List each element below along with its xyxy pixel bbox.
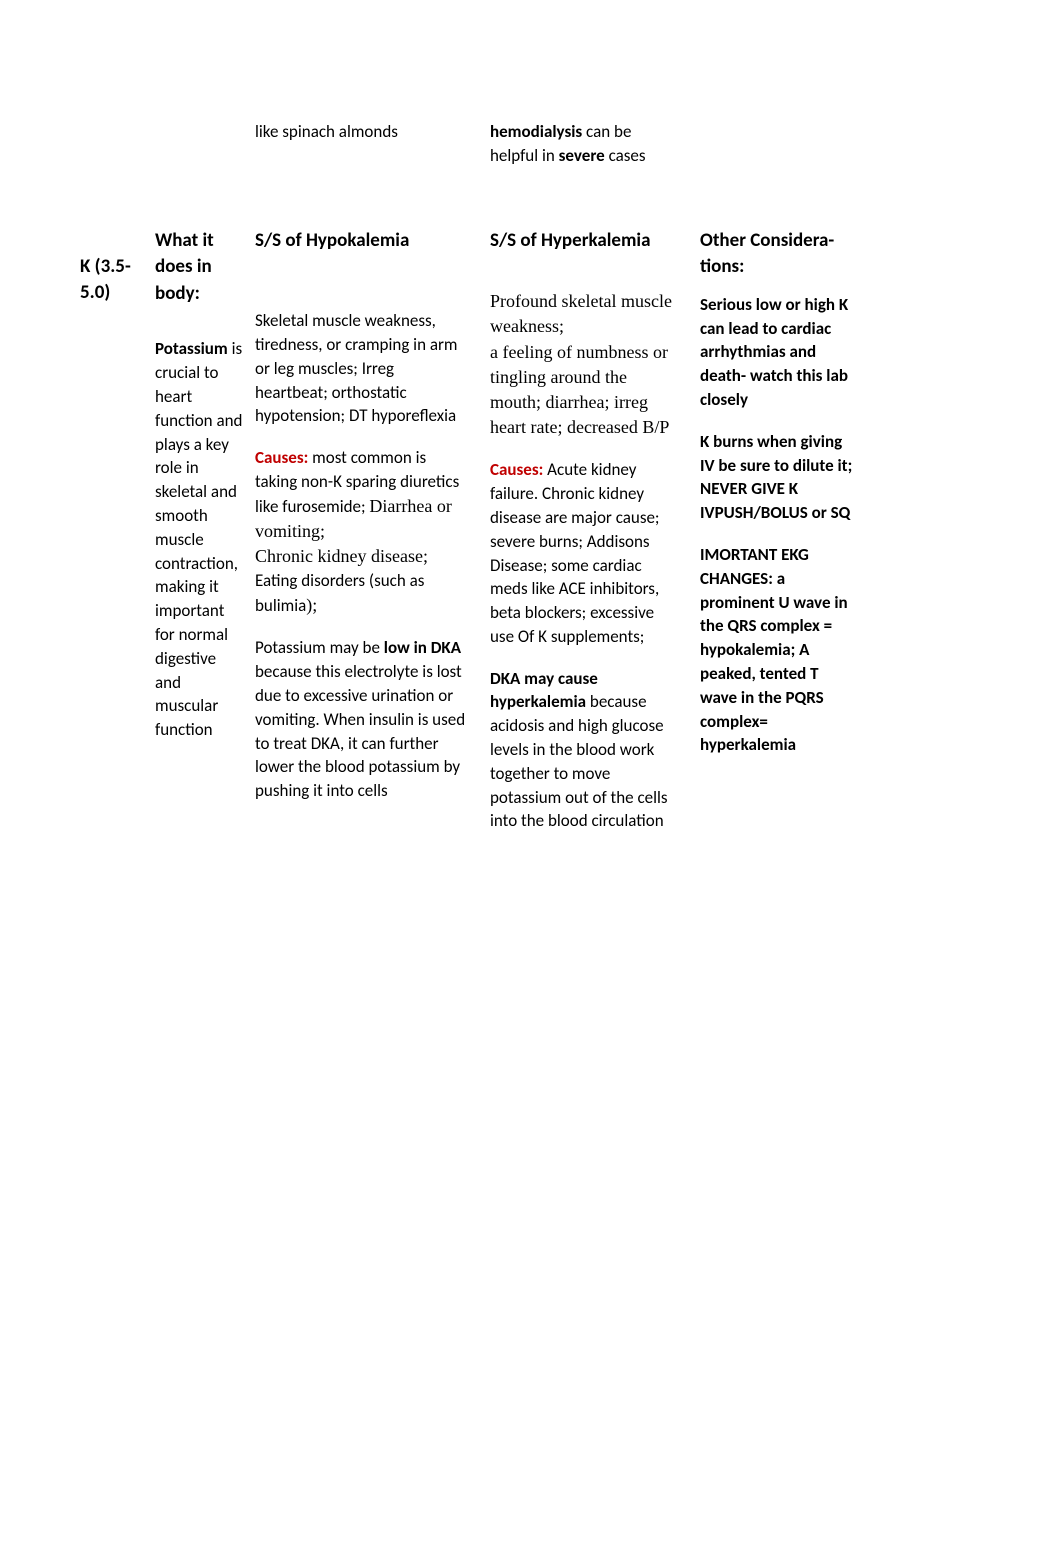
column-what-it-does: What it does in body: Potassium is cruci… — [155, 228, 255, 852]
col2-p3-bold: low in DKA — [384, 637, 461, 658]
column-other-considerations: Other Considera-tions: Serious low or hi… — [700, 228, 855, 852]
potassium-bold: Potassium — [155, 338, 228, 359]
top-fragment-col4: hemodialysis can be helpful in severe ca… — [490, 120, 700, 168]
col3-p3-bold: DKA may cause hyperkalemia — [490, 668, 598, 713]
col3-p1-serif: Profound skeletal muscle weakness; — [490, 291, 672, 336]
main-content-row: K (3.5-5.0) What it does in body: Potass… — [80, 228, 982, 852]
top-fragment-col3: like spinach almonds — [255, 120, 490, 168]
col2-p3-part1: Potassium may be — [255, 637, 384, 658]
col2-p2-line2-serif: Chronic kidney disease; — [255, 546, 428, 566]
col2-p2-line2-end: ); — [306, 595, 317, 615]
col2-p3-rest: because this electrolyte is lost due to … — [255, 661, 465, 801]
heading-hypokalemia: S/S of Hypokalemia — [255, 228, 470, 255]
col2-causes-label: Causes: — [255, 447, 308, 468]
col3-p1-serif2: a feeling of numbness or tingling around… — [490, 342, 669, 438]
col1-paragraph: Potassium is crucial to heart function a… — [155, 337, 243, 742]
top-text-hemodialysis: hemodialysis — [490, 121, 582, 142]
heading-hyperkalemia: S/S of Hyperkalemia — [490, 228, 680, 255]
col3-p3: DKA may cause hyperkalemia because acido… — [490, 667, 680, 834]
top-text-severe: severe — [559, 145, 605, 166]
top-text-3: cases — [605, 145, 646, 166]
heading-other: Other Considera-tions: — [700, 228, 855, 281]
col2-p2-line2-rest: Eating disorders (such as bulimia — [255, 570, 424, 616]
row-label-column: K (3.5-5.0) — [80, 228, 155, 852]
col3-causes-label: Causes: — [490, 459, 543, 480]
top-text-1: like spinach almonds — [255, 121, 398, 142]
col3-p2: Causes: Acute kidney failure. Chronic ki… — [490, 458, 680, 648]
col2-p3: Potassium may be low in DKA because this… — [255, 636, 470, 803]
heading-what-it-does: What it does in body: — [155, 228, 243, 308]
col4-p3: IMORTANT EKG CHANGES: a prominent U wave… — [700, 543, 855, 757]
col1-text: is crucial to heart function and plays a… — [155, 338, 242, 740]
col3-p2-text: Acute kidney failure. Chronic kidney dis… — [490, 459, 660, 647]
col2-p2: Causes: most common is taking non-K spar… — [255, 446, 470, 618]
col4-p1: Serious low or high K can lead to cardia… — [700, 293, 855, 412]
col4-p2: K burns when giving IV be sure to dilute… — [700, 430, 855, 525]
col2-p1: Skeletal muscle weakness, tiredness, or … — [255, 309, 470, 428]
top-fragment-row: like spinach almonds hemodialysis can be… — [80, 120, 982, 168]
col3-p1: Profound skeletal muscle weakness; a fee… — [490, 289, 680, 440]
column-hyperkalemia: S/S of Hyperkalemia Profound skeletal mu… — [490, 228, 700, 852]
column-hypokalemia: S/S of Hypokalemia Skeletal muscle weakn… — [255, 228, 490, 852]
row-label: K (3.5-5.0) — [80, 254, 145, 307]
